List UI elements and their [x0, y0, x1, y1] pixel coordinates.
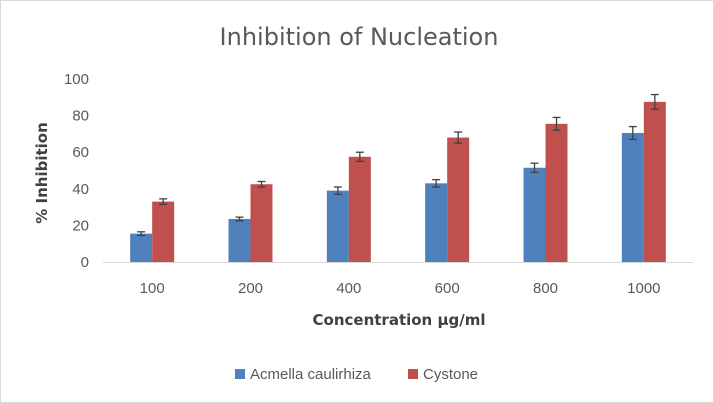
y-tick-label: 20 [72, 217, 89, 234]
x-axis-title: Concentration µg/ml [313, 311, 486, 329]
error-bar [552, 116, 561, 131]
bar-acmella-caulirhiza-200 [228, 218, 251, 262]
chart-title: Inhibition of Nucleation [220, 23, 499, 51]
y-tick-label: 80 [72, 108, 89, 125]
y-tick-label: 0 [81, 254, 89, 271]
x-tick-label: 1000 [627, 280, 660, 297]
error-bar [530, 162, 539, 173]
error-bar [257, 180, 266, 188]
bar-cystone-1000 [643, 101, 666, 262]
legend-swatch [235, 369, 245, 379]
bar-cystone-600 [447, 137, 470, 262]
y-tick-label: 60 [72, 144, 89, 161]
x-tick-label: 600 [435, 280, 460, 297]
error-bar [235, 216, 244, 222]
bar-acmella-caulirhiza-1000 [621, 132, 644, 262]
x-tick-label: 400 [336, 280, 361, 297]
x-tick-label: 800 [533, 280, 558, 297]
y-tick-label: 40 [72, 181, 89, 198]
legend-label: Acmella caulirhiza [250, 366, 372, 383]
error-bar [454, 131, 463, 144]
error-bar [333, 186, 342, 195]
legend-swatch [408, 369, 418, 379]
y-tick-label: 100 [64, 71, 89, 88]
bar-acmella-caulirhiza-400 [326, 190, 349, 262]
bar-cystone-800 [545, 123, 568, 263]
x-tick-label: 100 [140, 280, 165, 297]
legend-label: Cystone [423, 366, 478, 383]
bar-cystone-200 [250, 184, 273, 262]
error-bar [355, 151, 364, 163]
y-axis-title: % Inhibition [33, 122, 51, 224]
bar-cystone-100 [152, 201, 175, 262]
x-tick-label: 200 [238, 280, 263, 297]
error-bar [137, 231, 146, 237]
error-bar [650, 93, 659, 110]
bar-acmella-caulirhiza-800 [523, 167, 546, 262]
bar-acmella-caulirhiza-600 [425, 183, 448, 262]
error-bar [159, 198, 168, 206]
bar-cystone-400 [348, 156, 371, 262]
bar-acmella-caulirhiza-100 [130, 233, 153, 262]
error-bar [432, 178, 441, 188]
error-bar [628, 125, 637, 141]
